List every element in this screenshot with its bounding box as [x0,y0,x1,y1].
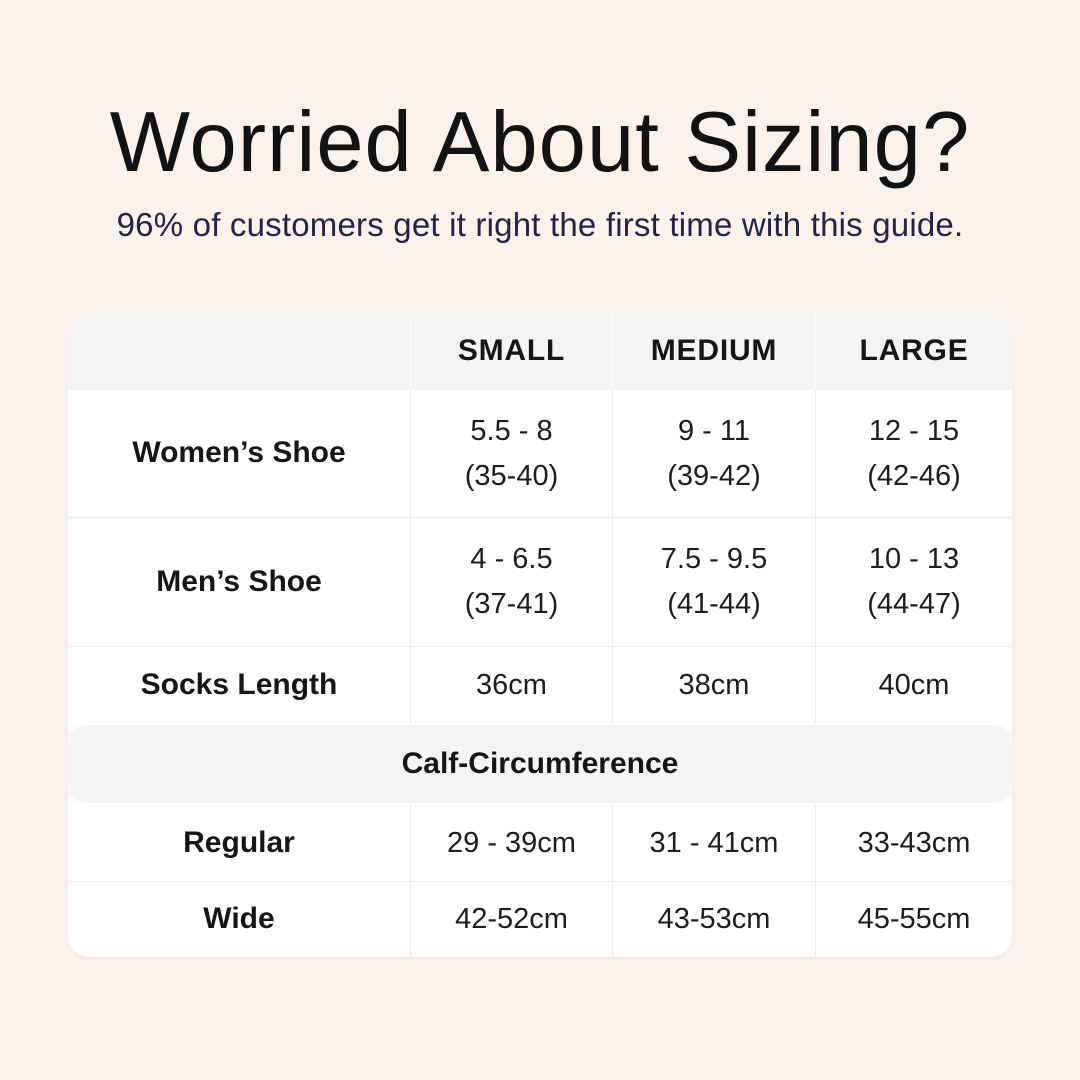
cell-line: 36cm [476,668,547,701]
cell-line: 9 - 11 [677,414,750,447]
cell-line: 5.5 - 8 [470,414,553,447]
table-row-womens-shoe: Women’s Shoe 5.5 - 8 (35-40) 9 - 11 (39-… [68,390,1012,518]
table-row-regular: Regular 29 - 39cm 31 - 41cm 33-43cm [68,805,1012,882]
cell-wide-large: 45-55cm [816,882,1012,957]
column-header-blank [68,313,411,390]
cell-line: 7.5 - 9.5 [660,543,768,576]
cell-line: (39-42) [667,459,761,492]
cell-mens-small: 4 - 6.5 (37-41) [411,518,613,647]
cell-socks-medium: 38cm [613,647,816,723]
table-row-mens-shoe: Men’s Shoe 4 - 6.5 (37-41) 7.5 - 9.5 (41… [68,518,1012,647]
table-row-wide: Wide 42-52cm 43-53cm 45-55cm [68,882,1012,957]
row-label-womens-shoe: Women’s Shoe [68,390,411,518]
cell-regular-small: 29 - 39cm [411,805,613,882]
cell-wide-small: 42-52cm [411,882,613,957]
size-table: SMALL MEDIUM LARGE Women’s Shoe 5.5 - 8 … [68,313,1012,957]
row-label-regular: Regular [68,805,411,882]
column-header-small: SMALL [411,313,613,390]
cell-mens-medium: 7.5 - 9.5 (41-44) [613,518,816,647]
table-header-row: SMALL MEDIUM LARGE [68,313,1012,390]
cell-womens-small: 5.5 - 8 (35-40) [411,390,613,518]
table-section-row: Calf-Circumference [68,723,1012,805]
section-header-calf-circumference: Calf-Circumference [68,725,1012,803]
cell-regular-medium: 31 - 41cm [613,805,816,882]
cell-line: 29 - 39cm [447,826,576,859]
column-header-medium: MEDIUM [613,313,816,390]
cell-regular-large: 33-43cm [816,805,1012,882]
page-subtitle: 96% of customers get it right the first … [116,206,964,243]
cell-line: 45-55cm [857,903,971,936]
page-title: Worried About Sizing? [109,95,971,190]
cell-line: 42-52cm [455,903,568,936]
row-label-mens-shoe: Men’s Shoe [68,518,411,647]
cell-line: 40cm [878,668,950,701]
column-header-large: LARGE [859,334,969,368]
cell-socks-small: 36cm [411,647,613,723]
cell-womens-large: 12 - 15 (42-46) [816,390,1012,518]
cell-line: (35-40) [464,459,559,492]
table-row-socks-length: Socks Length 36cm 38cm 40cm [68,647,1012,723]
cell-line: (44-47) [867,588,961,620]
row-label-wide: Wide [68,882,411,957]
cell-wide-medium: 43-53cm [613,882,816,957]
cell-line: 12 - 15 [868,414,960,447]
cell-line: 4 - 6.5 [470,543,553,576]
cell-line: (37-41) [464,588,559,620]
cell-line: 33-43cm [857,826,971,859]
cell-socks-large: 40cm [816,647,1012,723]
cell-line: (41-44) [667,588,761,620]
cell-line: 10 - 13 [868,543,960,576]
cell-line: (42-46) [867,459,961,492]
cell-line: 38cm [678,668,750,701]
row-label-socks-length: Socks Length [68,647,411,723]
cell-line: 43-53cm [657,903,771,936]
cell-line: 31 - 41cm [649,826,779,859]
cell-mens-large: 10 - 13 (44-47) [816,518,1012,647]
cell-womens-medium: 9 - 11 (39-42) [613,390,816,518]
